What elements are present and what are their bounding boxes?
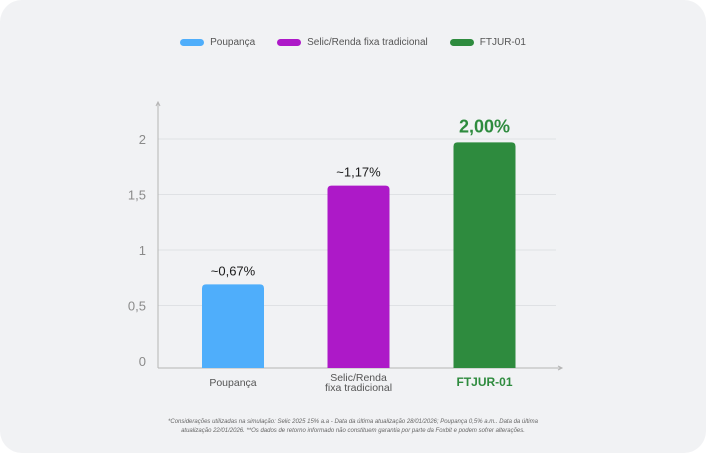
bar-3 — [453, 142, 516, 368]
x-tick-label: Poupança — [209, 377, 256, 389]
y-tick-label: 0 — [139, 354, 146, 369]
bar-2 — [327, 185, 390, 368]
footnote-line-1: *Considerações utilizadas na simulação: … — [168, 419, 538, 425]
legend-label: FTJUR-01 — [479, 37, 526, 48]
y-tick-label: 1 — [139, 243, 146, 258]
y-axis-arrow-icon — [155, 100, 161, 107]
x-tick-label: FTJUR-01 — [456, 375, 512, 389]
y-tick-label: 2 — [139, 132, 146, 147]
data-label: 2,00% — [459, 116, 510, 136]
legend-item-poupanca: Poupança — [180, 37, 255, 48]
data-label: ~0,67% — [211, 263, 256, 278]
x-tick-label: fixa tradicional — [325, 382, 392, 394]
x-tick-label: Selic/Renda — [330, 372, 387, 384]
legend-item-selic: Selic/Renda fixa tradicional — [277, 37, 428, 48]
bar-1 — [202, 284, 264, 368]
legend-item-ftjur: FTJUR-01 — [449, 37, 526, 48]
x-axis-arrow-icon — [557, 365, 564, 371]
footnote-line-2: atualização 22/01/2026. **Os dados de re… — [181, 428, 525, 434]
legend-swatch — [449, 39, 474, 46]
legend-swatch — [180, 39, 205, 46]
legend: Poupança Selic/Renda fixa tradicional FT… — [0, 37, 706, 48]
y-tick-label: 0,5 — [128, 299, 146, 314]
legend-swatch — [277, 39, 302, 46]
legend-label: Selic/Renda fixa tradicional — [307, 37, 428, 48]
legend-label: Poupança — [210, 37, 256, 48]
y-tick-label: 1,5 — [128, 188, 146, 203]
data-label: ~1,17% — [336, 165, 381, 180]
footnote: *Considerações utilizadas na simulação: … — [150, 418, 556, 436]
